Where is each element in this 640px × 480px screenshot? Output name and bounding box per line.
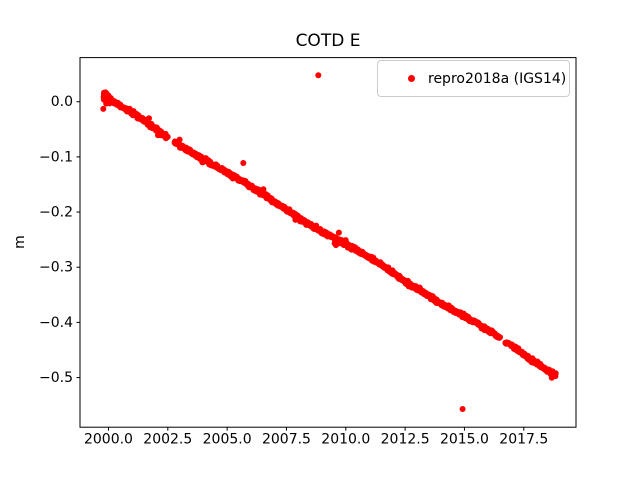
x-tick-label: 2017.5 <box>499 432 548 448</box>
x-tick-label: 2002.5 <box>143 432 192 448</box>
axes-frame <box>79 57 577 428</box>
legend-box[interactable]: repro2018a (IGS14) <box>377 60 570 97</box>
x-tick-label: 2010.0 <box>321 432 370 448</box>
outlier-data-point <box>459 406 466 412</box>
x-tick-label: 2000.0 <box>84 432 133 448</box>
x-tick-label: 2015.0 <box>440 432 489 448</box>
x-tick-label: 2012.5 <box>381 432 430 448</box>
x-tick-label: 2005.0 <box>203 432 252 448</box>
outlier-data-point <box>315 72 322 79</box>
chart-title: COTD E <box>295 31 361 51</box>
y-tick-label: −0.3 <box>39 260 73 276</box>
data-point <box>107 97 114 104</box>
data-point <box>552 370 559 377</box>
outlier-data-point <box>100 105 107 112</box>
data-point <box>260 186 267 193</box>
y-tick-label: −0.5 <box>39 370 73 386</box>
data-point <box>102 90 109 97</box>
data-point <box>146 115 152 122</box>
data-point <box>497 334 503 341</box>
y-tick-label: −0.1 <box>39 149 73 165</box>
data-point <box>335 229 342 236</box>
y-tick-label: 0.0 <box>51 94 73 110</box>
data-point <box>164 133 171 140</box>
data-point <box>176 136 183 143</box>
legend-marker-icon <box>408 75 415 82</box>
legend-series-label: repro2018a (IGS14) <box>428 70 567 87</box>
x-tick-label: 2007.5 <box>262 432 311 448</box>
y-tick-label: −0.2 <box>39 205 73 221</box>
y-tick-label: −0.4 <box>39 315 73 331</box>
outlier-data-point <box>240 160 247 166</box>
